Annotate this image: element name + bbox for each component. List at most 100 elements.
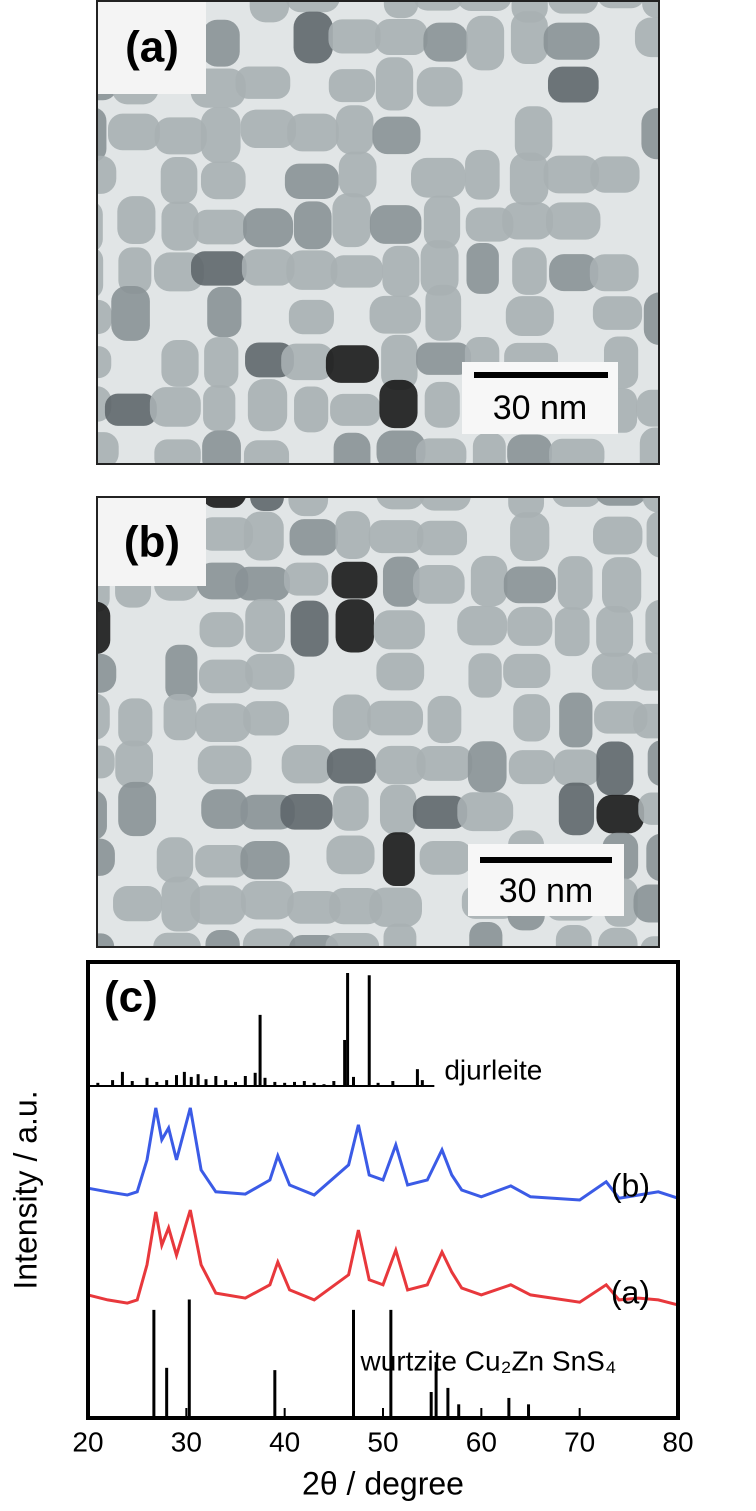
particle bbox=[335, 105, 374, 155]
particle bbox=[285, 0, 340, 13]
particle bbox=[325, 345, 379, 383]
particle bbox=[198, 517, 254, 551]
particle bbox=[197, 562, 249, 600]
particle bbox=[333, 432, 371, 465]
particle bbox=[512, 247, 547, 295]
particle bbox=[163, 694, 197, 741]
particle bbox=[330, 255, 383, 288]
particle bbox=[96, 346, 112, 379]
particle bbox=[543, 22, 600, 60]
particle bbox=[96, 299, 112, 335]
particle bbox=[96, 790, 107, 840]
particle bbox=[326, 748, 377, 784]
particle bbox=[96, 693, 110, 740]
particle bbox=[200, 161, 246, 200]
particle bbox=[553, 749, 601, 786]
particle bbox=[416, 342, 472, 375]
tem-image-b: (b) 30 nm bbox=[96, 496, 660, 948]
particle bbox=[207, 286, 242, 338]
particle bbox=[508, 750, 555, 785]
particle bbox=[332, 193, 371, 248]
particle bbox=[425, 284, 462, 341]
particle bbox=[465, 149, 500, 200]
particle bbox=[598, 0, 644, 9]
particle bbox=[593, 516, 643, 555]
particle bbox=[509, 152, 549, 206]
particle bbox=[554, 607, 590, 657]
particle bbox=[646, 833, 660, 882]
particle bbox=[416, 745, 473, 781]
particle bbox=[235, 566, 290, 601]
particle bbox=[420, 240, 459, 296]
particle bbox=[288, 299, 334, 335]
particle bbox=[118, 247, 152, 294]
x-tick-label: 60 bbox=[466, 1426, 497, 1457]
particle bbox=[383, 923, 417, 948]
particle bbox=[289, 519, 339, 556]
particle bbox=[242, 928, 296, 948]
particle bbox=[240, 881, 294, 920]
particle bbox=[240, 840, 290, 880]
particle bbox=[198, 659, 253, 694]
particle bbox=[510, 11, 548, 64]
particle bbox=[280, 793, 333, 830]
particle bbox=[369, 295, 421, 334]
particle bbox=[115, 740, 154, 788]
particle bbox=[632, 652, 660, 691]
scale-label: 30 nm bbox=[493, 389, 588, 427]
particle bbox=[503, 566, 557, 604]
particle bbox=[160, 156, 198, 205]
particle bbox=[547, 66, 599, 103]
particle bbox=[382, 832, 415, 887]
particle bbox=[201, 789, 248, 829]
particle bbox=[641, 108, 660, 160]
particle bbox=[293, 201, 332, 250]
particle bbox=[96, 745, 115, 779]
particle bbox=[507, 606, 553, 646]
particle bbox=[383, 0, 419, 19]
particle bbox=[423, 22, 468, 62]
particle bbox=[240, 109, 297, 148]
particle bbox=[202, 430, 241, 465]
reference-label: wurtzite Cu₂Zn SnS₄ bbox=[360, 1346, 617, 1377]
particle bbox=[287, 113, 339, 152]
particle bbox=[96, 838, 115, 876]
particle bbox=[596, 794, 645, 834]
particle bbox=[638, 792, 660, 825]
particle bbox=[379, 379, 418, 429]
particle bbox=[326, 835, 375, 875]
particle bbox=[457, 606, 508, 646]
particle bbox=[457, 0, 512, 11]
particle bbox=[590, 156, 640, 193]
particle bbox=[513, 694, 551, 742]
particle bbox=[96, 107, 107, 163]
particle bbox=[470, 555, 508, 607]
particle bbox=[368, 520, 424, 554]
particle bbox=[411, 157, 466, 198]
x-tick-label: 20 bbox=[72, 1426, 103, 1457]
particle bbox=[642, 0, 660, 18]
particle bbox=[373, 610, 425, 650]
particle bbox=[416, 520, 468, 556]
particle bbox=[156, 837, 194, 883]
particle bbox=[507, 434, 553, 465]
particle bbox=[281, 343, 334, 381]
particle bbox=[591, 652, 638, 690]
x-tick-label: 30 bbox=[171, 1426, 202, 1457]
y-axis-label: Intensity / a.u. bbox=[7, 1090, 43, 1289]
particle bbox=[287, 891, 341, 924]
particle bbox=[555, 925, 592, 948]
particle bbox=[645, 599, 660, 656]
particle bbox=[333, 785, 369, 831]
xrd-curve bbox=[87, 1209, 679, 1307]
particle bbox=[589, 254, 639, 292]
particle bbox=[201, 496, 247, 508]
particle bbox=[634, 17, 660, 58]
particle bbox=[372, 116, 421, 155]
particle bbox=[419, 840, 472, 875]
particle bbox=[195, 703, 251, 742]
particle bbox=[549, 254, 599, 292]
x-axis-label: 2θ / degree bbox=[302, 1465, 464, 1501]
particle bbox=[104, 393, 157, 426]
particle bbox=[243, 511, 284, 561]
